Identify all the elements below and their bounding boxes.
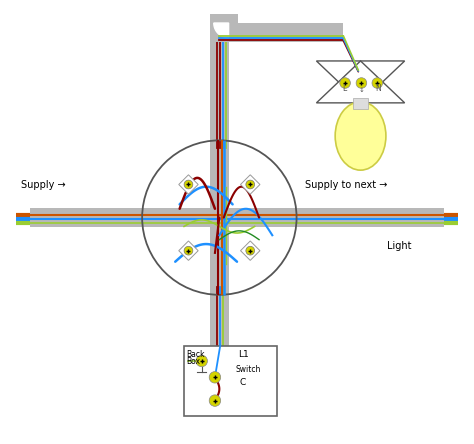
- Text: L: L: [342, 83, 346, 92]
- Bar: [210, 32, 228, 218]
- Text: Light: Light: [387, 241, 411, 250]
- Circle shape: [356, 78, 367, 88]
- Text: Supply →: Supply →: [21, 180, 65, 190]
- Bar: [219, 208, 444, 227]
- Circle shape: [246, 246, 255, 255]
- Circle shape: [209, 372, 221, 383]
- Bar: [353, 99, 368, 110]
- Polygon shape: [317, 61, 405, 103]
- Bar: [210, 14, 238, 42]
- Text: Back: Back: [186, 349, 205, 359]
- Polygon shape: [240, 241, 260, 260]
- Polygon shape: [214, 23, 228, 38]
- Circle shape: [196, 355, 208, 367]
- Bar: [210, 218, 228, 345]
- Circle shape: [372, 78, 383, 88]
- Circle shape: [246, 180, 255, 189]
- Circle shape: [184, 180, 193, 189]
- Bar: [184, 345, 277, 416]
- Text: C: C: [240, 378, 246, 387]
- Text: L1: L1: [238, 349, 248, 359]
- Polygon shape: [179, 175, 198, 194]
- Circle shape: [340, 78, 350, 88]
- Ellipse shape: [335, 102, 386, 170]
- Bar: [30, 208, 219, 227]
- Text: ↓: ↓: [358, 87, 365, 93]
- Polygon shape: [240, 175, 260, 194]
- Circle shape: [209, 395, 221, 406]
- Text: Switch: Switch: [235, 365, 260, 374]
- Polygon shape: [317, 61, 405, 103]
- Text: Box: Box: [186, 357, 200, 366]
- Circle shape: [184, 246, 193, 255]
- Polygon shape: [179, 241, 198, 260]
- Text: N: N: [375, 83, 381, 92]
- Bar: [210, 23, 343, 42]
- Text: Supply to next →: Supply to next →: [305, 180, 388, 190]
